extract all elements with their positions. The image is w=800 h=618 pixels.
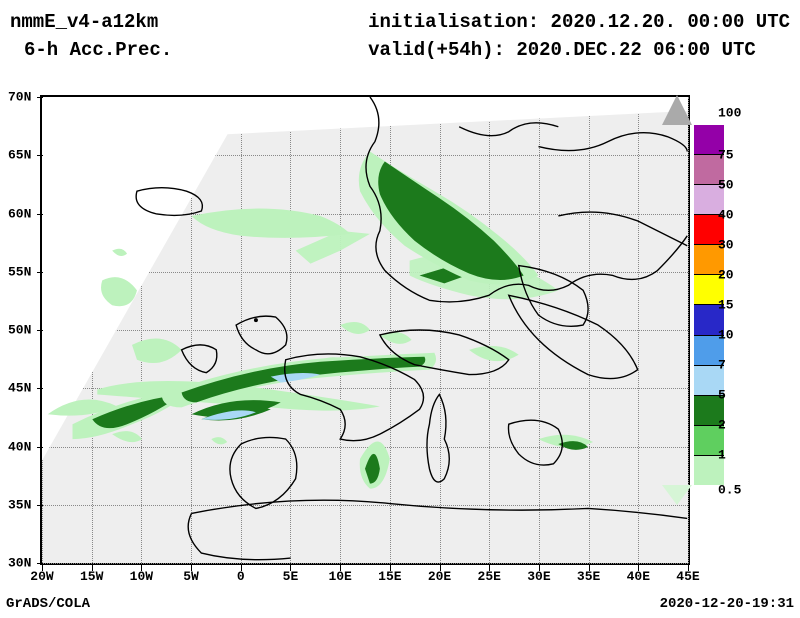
legend-container[interactable]: 100 75 50 40 30 20 15 10 7 5 2 1 0.5 [662,95,732,565]
valid-label: valid(+54h): 2020.DEC.22 06:00 UTC [368,36,790,64]
info-block: initialisation: 2020.12.20. 00:00 UTC va… [368,8,790,83]
x-tick-label-10W: 10W [130,569,153,584]
y-tick-mark-70N [37,97,43,98]
y-tick-label-40N: 40N [8,439,31,454]
x-tick-label-40E: 40E [627,569,650,584]
y-tick-label-35N: 35N [8,497,31,512]
title-block: nmmE_v4-a12km 6-h Acc.Prec. [10,8,172,83]
legend-value-labels: 100 75 50 40 30 20 15 10 7 5 2 1 0.5 [718,95,758,515]
map-plot-area[interactable]: 20W 15W 10W 5W 0 5E 10E 15E 20E 25E 30E 35E 40E 45E 7… [40,95,690,565]
x-tick-label-5W: 5W [183,569,199,584]
legend-label-1: 1 [718,448,726,463]
x-tick-label-15W: 15W [80,569,103,584]
x-tick-label-5E: 5E [283,569,299,584]
x-tick-label-15E: 15E [378,569,401,584]
y-tick-mark-60N [37,214,43,215]
legend-label-10: 10 [718,328,734,343]
y-tick-mark-30N [37,563,43,564]
coastline-layer [42,97,688,563]
x-tick-label-20E: 20E [428,569,451,584]
x-tick-label-35E: 35E [577,569,600,584]
legend-label-75: 75 [718,148,734,163]
x-tick-label-30E: 30E [527,569,550,584]
gridline-y [42,563,688,564]
footer-right-label: 2020-12-20-19:31 [660,596,794,612]
y-tick-label-30N: 30N [8,556,31,571]
x-tick-label-10E: 10E [328,569,351,584]
y-tick-mark-40N [37,447,43,448]
y-tick-label-45N: 45N [8,381,31,396]
legend-tail-bottom [662,485,692,505]
title-line2: 6-h Acc.Prec. [24,36,172,64]
title-line1: nmmE_v4-a12km [10,8,172,36]
x-tick-label-45E: 45E [676,569,699,584]
y-tick-label-60N: 60N [8,206,31,221]
legend-label-0-5: 0.5 [718,483,741,498]
y-tick-label-50N: 50N [8,323,31,338]
legend-label-40: 40 [718,208,734,223]
x-tick-label-25E: 25E [478,569,501,584]
y-tick-mark-35N [37,505,43,506]
legend-label-100: 100 [718,106,741,121]
y-tick-label-55N: 55N [8,264,31,279]
x-tick-label-0: 0 [237,569,245,584]
footer-left-label: GrADS/COLA [6,596,90,612]
legend-label-30: 30 [718,238,734,253]
legend-label-7: 7 [718,358,726,373]
init-label: initialisation: 2020.12.20. 00:00 UTC [368,8,790,36]
legend-label-5: 5 [718,388,726,403]
y-tick-label-65N: 65N [8,148,31,163]
header: nmmE_v4-a12km 6-h Acc.Prec. initialisati… [10,8,790,83]
y-tick-mark-50N [37,330,43,331]
legend-cap-top [662,95,692,125]
x-tick-label-20W: 20W [30,569,53,584]
y-tick-label-70N: 70N [8,90,31,105]
legend-label-2: 2 [718,418,726,433]
y-tick-mark-45N [37,388,43,389]
y-tick-mark-55N [37,272,43,273]
y-tick-mark-65N [37,155,43,156]
legend-label-15: 15 [718,298,734,313]
legend-label-20: 20 [718,268,734,283]
legend-label-50: 50 [718,178,734,193]
